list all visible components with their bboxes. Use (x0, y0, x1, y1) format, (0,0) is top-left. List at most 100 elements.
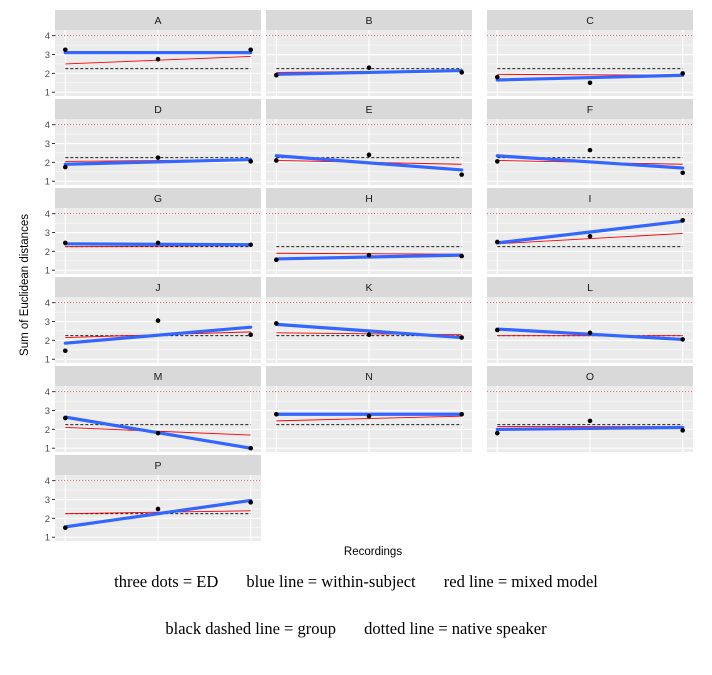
facet-panel-m: M 1 2 3 4 (45, 366, 261, 455)
ed-point (63, 240, 68, 246)
ed-point (155, 318, 161, 323)
facet-panel-j: J 1 2 3 4 (45, 277, 261, 366)
y-tick-label: 2 (45, 425, 50, 436)
facet-strip-label: F (587, 104, 593, 116)
facet-strip (266, 366, 472, 386)
legend-mixed-model: red line = mixed model (443, 572, 598, 591)
facet-strip-label: P (154, 460, 161, 472)
facet-strip-label: O (586, 371, 594, 383)
mixed-model-line (276, 415, 462, 422)
facet-strip (487, 99, 693, 119)
y-tick-label: 1 (45, 533, 50, 544)
y-axis-label: Sum of Euclidean distances (19, 214, 31, 356)
facet-strip (487, 188, 693, 208)
ed-point (274, 72, 279, 78)
facet-strip (266, 99, 472, 119)
ed-point (495, 74, 500, 80)
facet-strip-label: G (154, 193, 162, 205)
within-subject-line (495, 425, 685, 431)
facet-panel-n: N (266, 366, 472, 452)
ed-point (366, 65, 372, 71)
facet-strip-label: L (587, 282, 593, 294)
facet-strip (55, 366, 261, 386)
ed-point (680, 170, 685, 176)
ed-point (459, 335, 465, 340)
facet-strip-label: K (365, 282, 372, 294)
y-tick-label: 3 (45, 406, 50, 417)
facet-strip (55, 99, 261, 119)
ed-point (495, 327, 500, 333)
ed-point (366, 152, 372, 158)
ed-point (274, 158, 279, 163)
facet-strip-label: A (154, 15, 161, 27)
facet-panel-p: P 1 2 3 4 (45, 455, 261, 544)
legend-within-subject: blue line = within-subject (246, 572, 416, 591)
ed-point (274, 411, 279, 417)
x-axis-label: Recordings (344, 546, 402, 558)
within-subject-line (495, 154, 685, 170)
y-tick-label: 2 (45, 69, 50, 80)
ed-point (248, 445, 253, 451)
facet-panel-k: K (266, 277, 472, 363)
facet-panel-g: G 1 2 3 4 (45, 188, 261, 277)
facet-strip (55, 455, 261, 475)
facet-strip (266, 188, 472, 208)
ed-point (459, 172, 465, 177)
y-tick-label: 1 (45, 88, 50, 99)
ed-point (248, 47, 253, 53)
facet-strip (55, 277, 261, 297)
facet-strip-label: N (365, 371, 373, 383)
ed-point (459, 253, 465, 259)
ed-point (155, 155, 161, 160)
facet-panel-d: D 1 2 3 4 (45, 99, 261, 188)
y-tick-label: 1 (45, 266, 50, 277)
y-tick-label: 3 (45, 495, 50, 506)
mixed-model-line (497, 233, 683, 245)
y-tick-label: 4 (45, 120, 50, 131)
y-tick-label: 3 (45, 317, 50, 328)
ed-point (63, 164, 68, 170)
y-tick-label: 4 (45, 476, 50, 487)
y-tick-label: 3 (45, 228, 50, 239)
facet-strip (487, 10, 693, 30)
legend-group: black dashed line = group (165, 619, 336, 638)
ed-point (459, 70, 465, 75)
facet-strip-label: M (154, 371, 163, 383)
ed-point (248, 500, 253, 505)
ed-point (155, 240, 161, 246)
facet-strip (266, 277, 472, 297)
y-tick-label: 2 (45, 336, 50, 347)
ed-point (680, 71, 685, 76)
facet-strip-label: H (365, 193, 373, 205)
ed-point (587, 330, 593, 336)
legend-native-speaker: dotted line = native speaker (364, 619, 547, 638)
ed-point (366, 413, 372, 419)
within-subject-line (495, 219, 685, 245)
within-subject-line (63, 325, 253, 345)
within-subject-line (274, 154, 464, 172)
y-tick-label: 4 (45, 387, 50, 398)
facet-strip-label: E (365, 104, 372, 116)
within-subject-line (63, 157, 253, 166)
ed-point (248, 159, 253, 164)
y-tick-label: 2 (45, 158, 50, 169)
y-tick-label: 4 (45, 298, 50, 309)
y-tick-label: 2 (45, 247, 50, 258)
facet-panel-c: C (487, 10, 693, 96)
facet-strip-label: B (365, 15, 372, 27)
y-tick-label: 2 (45, 514, 50, 525)
facet-strip (55, 10, 261, 30)
facet-panel-i: I (487, 188, 693, 274)
ed-point (274, 321, 279, 326)
ed-point (495, 239, 500, 245)
ed-point (63, 348, 68, 354)
facet-panel-a: A 1 2 3 4 (45, 10, 261, 99)
within-subject-line (63, 498, 253, 529)
ed-point (459, 411, 465, 417)
ed-point (155, 56, 161, 62)
ed-point (155, 430, 161, 436)
ed-point (680, 428, 685, 433)
ed-point (248, 242, 253, 248)
ed-point (63, 415, 68, 421)
ed-point (680, 217, 685, 223)
